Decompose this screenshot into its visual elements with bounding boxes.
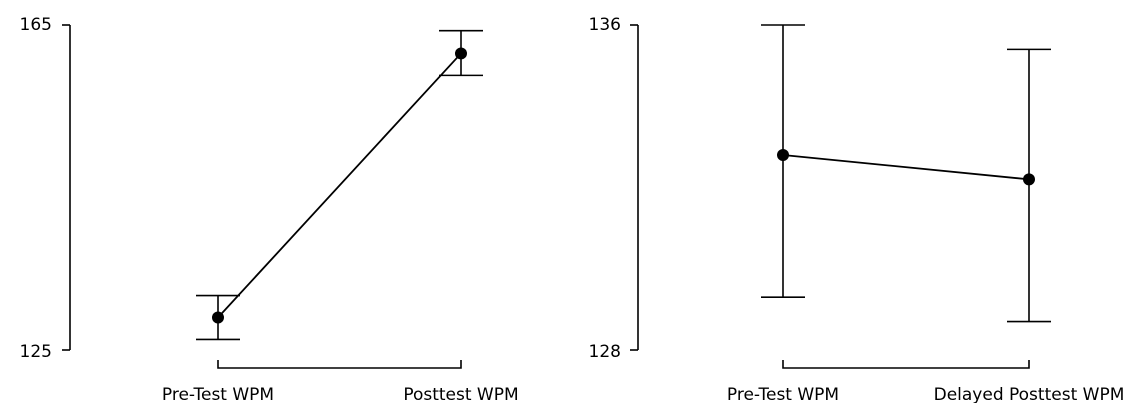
x-category-label-1: Pre-Test WPM — [162, 385, 274, 403]
y-tick-label-top: 136 — [589, 15, 621, 35]
x-category-label-2: Delayed Posttest WPM — [934, 385, 1125, 403]
series-line — [782, 154, 1030, 181]
y-tick-label-bottom: 125 — [20, 342, 52, 362]
chart-panel-left: 165 125 Pre-Test WPM Posttest WPM — [20, 15, 519, 405]
x-category-label-1: Pre-Test WPM — [727, 385, 839, 403]
data-point-1 — [777, 149, 789, 161]
chart-panel-right: 136 128 Pre-Test WPM Delayed Posttest WP… — [589, 15, 1125, 405]
x-axis-bracket — [782, 360, 1030, 369]
data-point-2 — [1023, 173, 1035, 186]
data-point-2 — [455, 47, 467, 60]
x-category-label-2: Posttest WPM — [403, 385, 518, 403]
y-tick-label-bottom: 128 — [589, 342, 621, 362]
x-axis-bracket — [217, 360, 462, 369]
y-tick-label-top: 165 — [20, 15, 52, 35]
data-point-1 — [212, 311, 224, 324]
series-line — [217, 52, 462, 319]
